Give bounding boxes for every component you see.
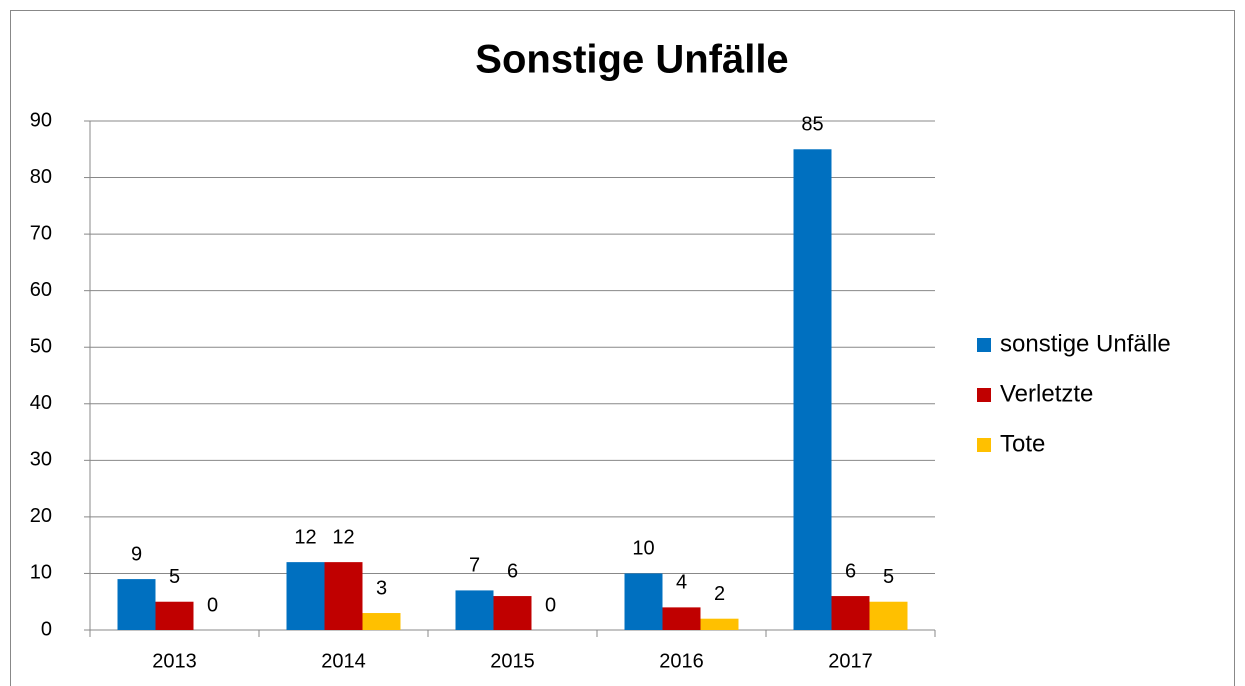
y-tick-label: 0 [41, 618, 52, 640]
legend-swatch [977, 438, 991, 452]
bar [493, 596, 532, 630]
data-label: 6 [845, 560, 856, 582]
data-label: 12 [332, 526, 354, 548]
y-tick-label: 70 [30, 222, 52, 244]
x-tick-label: 2014 [321, 650, 366, 672]
data-label: 5 [169, 566, 180, 588]
y-tick-label: 40 [30, 392, 52, 414]
data-label: 2 [714, 583, 725, 605]
data-label: 85 [801, 114, 823, 136]
bar [324, 562, 363, 630]
bar [286, 562, 325, 630]
y-tick-label: 10 [30, 562, 52, 584]
bar [831, 596, 870, 630]
x-tick-label: 2017 [828, 650, 873, 672]
legend-swatch [977, 338, 991, 352]
legend-label: sonstige Unfälle [1000, 330, 1171, 357]
data-label: 6 [507, 560, 518, 582]
data-label: 5 [883, 566, 894, 588]
y-tick-label: 60 [30, 279, 52, 301]
data-label: 12 [294, 526, 316, 548]
data-label: 10 [632, 538, 654, 560]
data-label: 0 [207, 594, 218, 616]
bar [793, 149, 832, 630]
bar [869, 601, 908, 630]
y-tick-label: 20 [30, 505, 52, 527]
bar [700, 618, 739, 630]
data-label: 3 [376, 577, 387, 599]
bar [455, 590, 494, 630]
y-tick-label: 90 [30, 109, 52, 131]
data-label: 4 [676, 572, 687, 594]
x-tick-label: 2016 [659, 650, 704, 672]
chart-title: Sonstige Unfälle [475, 38, 788, 82]
legend-label: Verletzte [1000, 380, 1093, 407]
bar [624, 573, 663, 630]
y-tick-label: 30 [30, 449, 52, 471]
legend-swatch [977, 388, 991, 402]
y-tick-label: 80 [30, 166, 52, 188]
data-label: 9 [131, 543, 142, 565]
data-label: 0 [545, 594, 556, 616]
legend-label: Tote [1000, 430, 1045, 457]
y-tick-label: 50 [30, 336, 52, 358]
bar [117, 579, 156, 630]
bar [155, 601, 194, 630]
x-tick-label: 2015 [490, 650, 535, 672]
bar [662, 607, 701, 630]
data-label: 7 [469, 555, 480, 577]
x-tick-label: 2013 [152, 650, 197, 672]
bar [362, 613, 401, 630]
